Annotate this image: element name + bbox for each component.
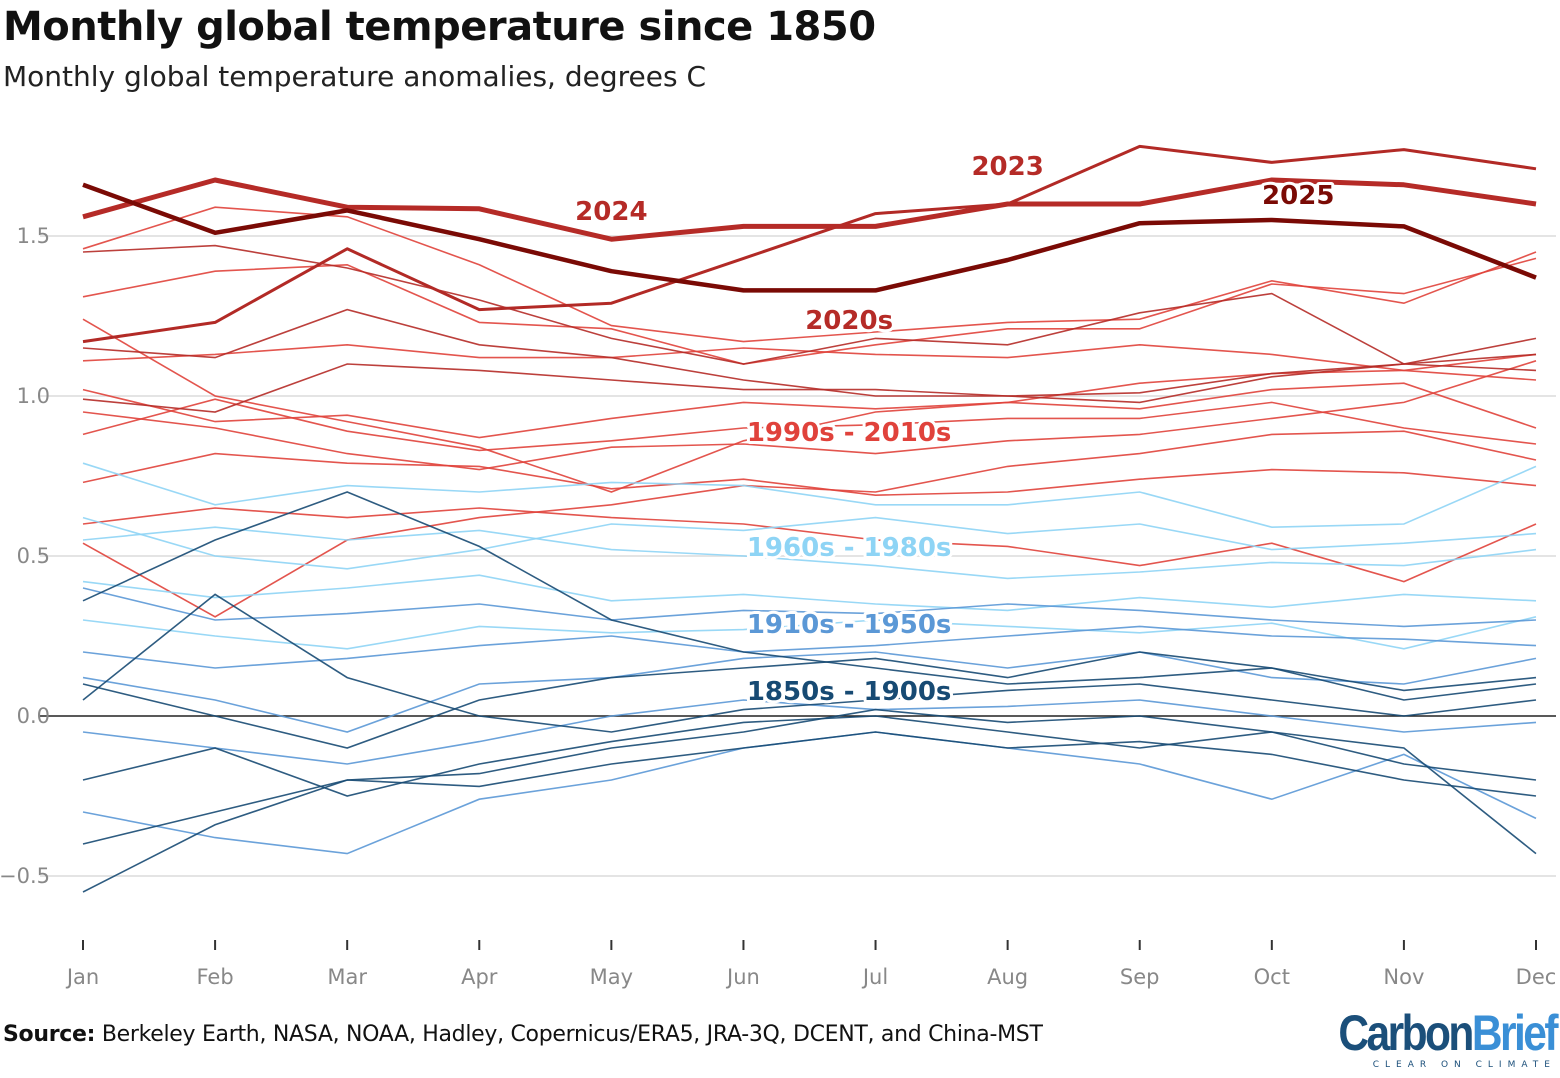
carbonbrief-logo: CarbonBrief CLEAR ON CLIMATE: [1300, 1005, 1559, 1070]
series-label: 1850s - 1900s: [747, 677, 952, 707]
logo-part1: Carbon: [1338, 1005, 1474, 1061]
series-label: 2025: [1262, 181, 1334, 211]
chart-subtitle: Monthly global temperature anomalies, de…: [3, 60, 707, 93]
x-tick-label: Jan: [65, 965, 99, 989]
series-line-2024: [82, 177, 1537, 242]
series-line-1960s-1980s: [82, 526, 1537, 580]
series-line-2020s: [82, 244, 1537, 372]
series-line-1850s-1900s: [82, 715, 1537, 797]
series-line-1850s-1900s: [82, 491, 1537, 701]
x-tick-label: Jul: [861, 965, 888, 989]
series-line-2020s: [82, 337, 1537, 413]
series-line-2023: [82, 144, 1537, 344]
series-line-1910s-1950s: [82, 625, 1537, 669]
series-line-2025: [82, 182, 1537, 293]
y-tick-label: −0.5: [0, 864, 50, 888]
y-tick-label: 1.0: [17, 384, 50, 408]
x-tick-label: Oct: [1254, 965, 1290, 989]
logo-part2: Brief: [1471, 1005, 1559, 1061]
x-tick-label: Aug: [987, 965, 1028, 989]
series-line-1850s-1900s: [82, 651, 1537, 749]
series-line-2020s: [82, 308, 1537, 397]
series-line-1990s-2010s: [82, 343, 1537, 381]
series-line-1990s-2010s: [82, 318, 1537, 493]
series-line-1990s-2010s: [82, 430, 1537, 618]
x-tick-label: Dec: [1516, 965, 1557, 989]
x-tick-label: Nov: [1383, 965, 1424, 989]
series-label: 2024: [575, 197, 647, 227]
y-tick-label: 0.0: [17, 704, 50, 728]
y-tick-label: 0.5: [17, 544, 50, 568]
series-line-1850s-1900s: [82, 731, 1537, 845]
series-label: 1960s - 1980s: [747, 533, 952, 563]
chart-title: Monthly global temperature since 1850: [3, 4, 876, 50]
source-note: Source: Berkeley Earth, NASA, NOAA, Hadl…: [3, 1022, 1043, 1047]
x-tick-label: Feb: [196, 965, 233, 989]
source-text: Berkeley Earth, NASA, NOAA, Hadley, Cope…: [95, 1022, 1043, 1047]
series-line-1990s-2010s: [82, 360, 1537, 471]
series-line-1850s-1900s: [82, 593, 1537, 733]
x-tick-label: Mar: [327, 965, 367, 989]
series-line-1960s-1980s: [82, 616, 1537, 650]
logo-tagline: CLEAR ON CLIMATE: [1372, 1060, 1556, 1070]
series-line-1910s-1950s: [82, 699, 1537, 765]
series-line-1990s-2010s: [82, 382, 1537, 439]
series-line-1990s-2010s: [82, 452, 1537, 497]
series-label: 2023: [971, 152, 1043, 182]
series-line-1990s-2010s: [82, 507, 1537, 583]
x-tick-label: May: [590, 965, 633, 989]
series-line-1960s-1980s: [82, 462, 1537, 529]
series-line-1910s-1950s: [82, 731, 1537, 855]
series-line-1910s-1950s: [82, 587, 1537, 628]
series-line-1910s-1950s: [82, 651, 1537, 733]
series-line-1960s-1980s: [82, 516, 1537, 570]
series-line-1990s-2010s: [82, 257, 1537, 365]
source-label: Source:: [3, 1022, 96, 1047]
x-tick-label: Sep: [1120, 965, 1160, 989]
y-tick-label: 1.5: [17, 224, 50, 248]
x-tick-label: Apr: [461, 965, 498, 989]
series-label: 1990s - 2010s: [747, 418, 952, 448]
x-tick-label: Jun: [725, 965, 760, 989]
series-line-1960s-1980s: [82, 574, 1537, 612]
series-label: 1910s - 1950s: [747, 610, 952, 640]
series-label: 2020s: [805, 306, 893, 336]
